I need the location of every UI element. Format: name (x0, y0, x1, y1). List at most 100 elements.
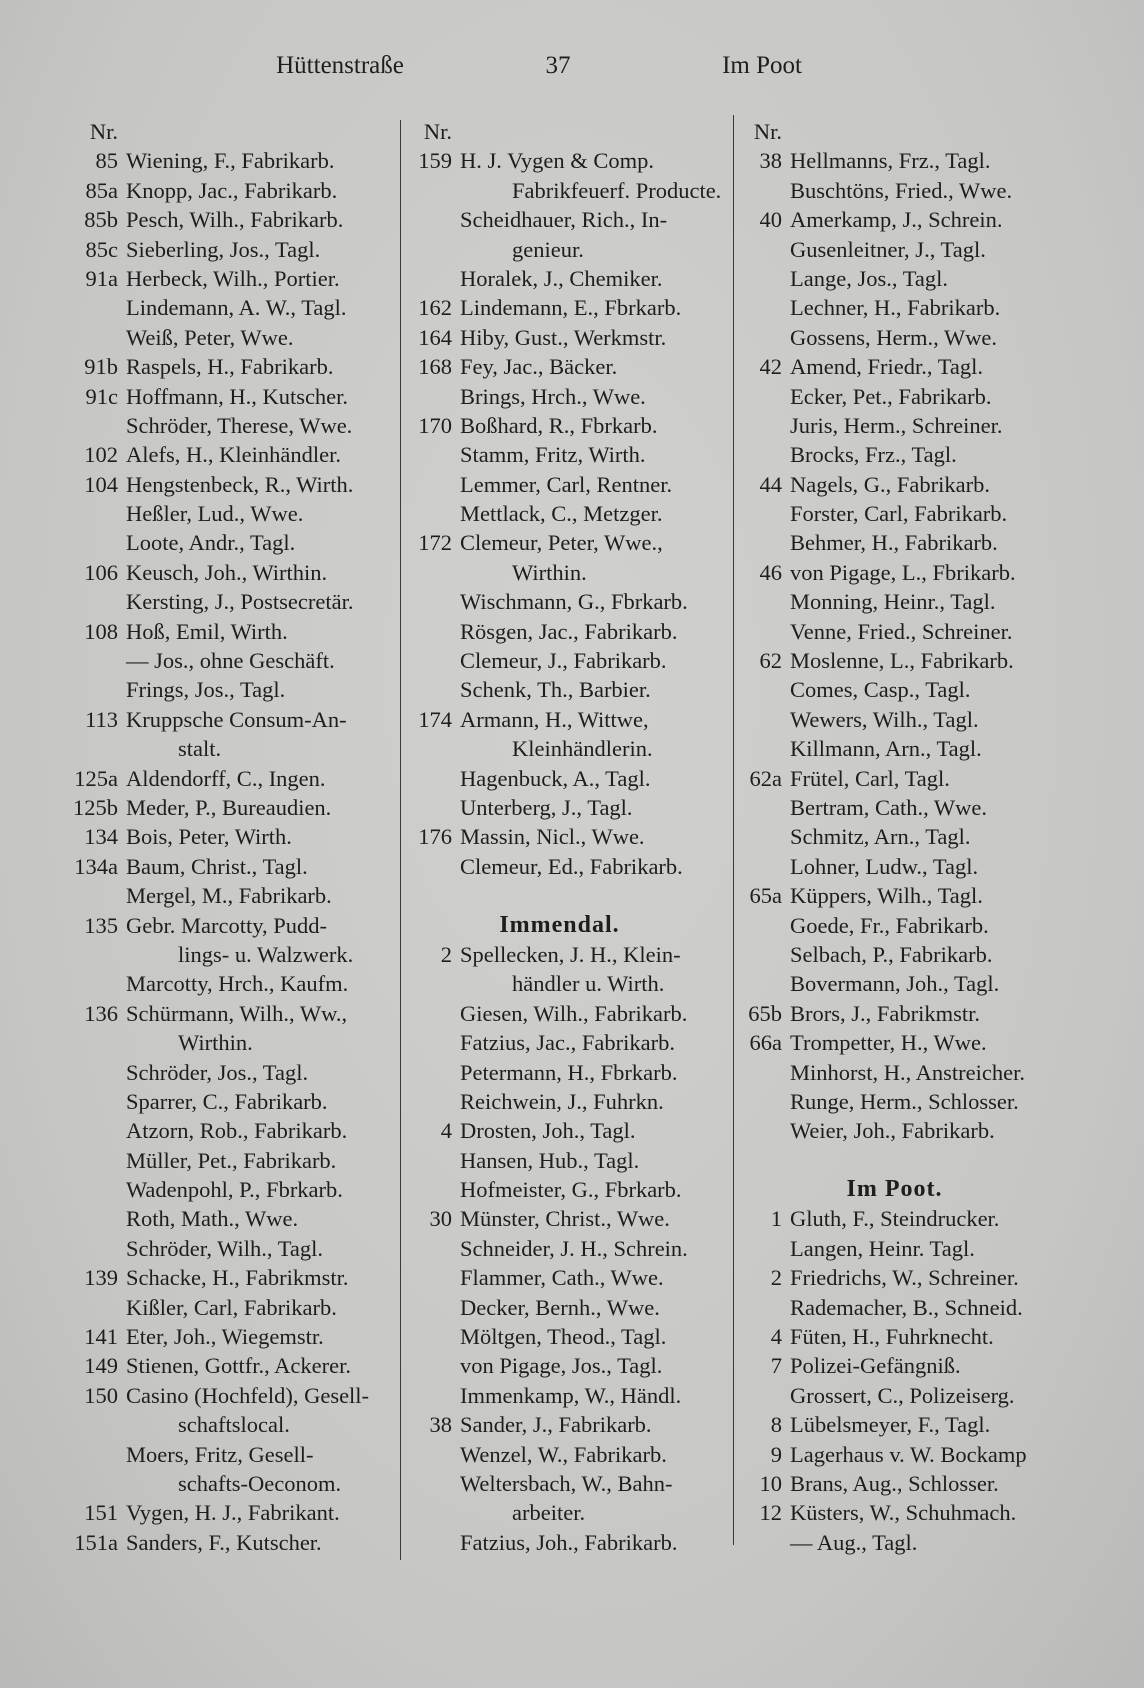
directory-entry: Comes, Casp., Tagl. (722, 675, 1067, 704)
directory-entry: Gusenleitner, J., Tagl. (722, 235, 1067, 264)
directory-entry: Behmer, H., Fabrikarb. (722, 528, 1067, 557)
resident-text: Baum, Christ., Tagl. (126, 853, 308, 879)
directory-entry: Schröder, Wilh., Tagl. (58, 1234, 398, 1263)
resident-text: H. J. Vygen & Comp. (460, 148, 654, 174)
directory-entry: 4 Drosten, Joh., Tagl. (392, 1116, 727, 1145)
resident-text: Aldendorff, C., Ingen. (126, 765, 326, 791)
resident-text: Comes, Casp., Tagl. (790, 677, 971, 703)
directory-entry: 46 von Pigage, L., Fbrikarb. (722, 558, 1067, 587)
directory-entry: stalt. (58, 734, 398, 763)
directory-entry: 106 Keusch, Joh., Wirthin. (58, 558, 398, 587)
resident-text: Füten, H., Fuhrknecht. (790, 1324, 994, 1350)
resident-text: Selbach, P., Fabrikarb. (790, 941, 993, 967)
resident-text: Sanders, F., Kutscher. (126, 1529, 322, 1555)
house-number: 7 (770, 1353, 782, 1379)
directory-entry: Lindemann, A. W., Tagl. (58, 293, 398, 322)
resident-text: Weiß, Peter, Wwe. (126, 324, 294, 350)
house-number: 174 (418, 706, 452, 732)
directory-entry: Weltersbach, W., Bahn- (392, 1469, 727, 1498)
page-number: 37 (545, 52, 571, 79)
resident-text: Nagels, G., Fabrikarb. (790, 471, 990, 497)
house-number: 9 (770, 1441, 782, 1467)
house-number: 2 (770, 1265, 782, 1291)
directory-entry: Scheidhauer, Rich., In- (392, 205, 727, 234)
resident-text: schafts-Oeconom. (178, 1470, 342, 1496)
directory-entry: 2 Spellecken, J. H., Klein- (392, 940, 727, 969)
resident-text: Gluth, F., Steindrucker. (790, 1206, 1000, 1232)
resident-text: lings- u. Walzwerk. (178, 941, 354, 967)
resident-text: Mettlack, C., Metzger. (460, 501, 663, 527)
directory-entry: — Aug., Tagl. (722, 1528, 1067, 1557)
directory-entry: 108 Hoß, Emil, Wirth. (58, 617, 398, 646)
directory-entry: 164 Hiby, Gust., Werkmstr. (392, 323, 727, 352)
house-number: 12 (759, 1500, 783, 1526)
directory-entry: 168 Fey, Jac., Bäcker. (392, 352, 727, 381)
house-number: 85c (85, 236, 119, 262)
directory-entry: Mergel, M., Fabrikarb. (58, 881, 398, 910)
resident-text: Fey, Jac., Bäcker. (460, 354, 618, 380)
directory-entry: Clemeur, Ed., Fabrikarb. (392, 852, 727, 881)
directory-entry: 151a Sanders, F., Kutscher. (58, 1528, 398, 1557)
house-number: 176 (418, 824, 452, 850)
directory-entry: Lechner, H., Fabrikarb. (722, 293, 1067, 322)
directory-entry: 139 Schacke, H., Fabrikmstr. (58, 1263, 398, 1292)
resident-text: Fabrikfeuerf. Producte. (512, 177, 722, 203)
house-number: 44 (759, 471, 783, 497)
directory-entry: 4 Füten, H., Fuhrknecht. (722, 1322, 1067, 1351)
house-number: 102 (84, 442, 118, 468)
house-number: 136 (84, 1000, 118, 1026)
resident-text: Forster, Carl, Fabrikarb. (790, 501, 1008, 527)
resident-text: Hoffmann, H., Kutscher. (126, 383, 349, 409)
directory-entry: Lemmer, Carl, Rentner. (392, 470, 727, 499)
resident-text: Scheidhauer, Rich., In- (460, 207, 668, 233)
house-number: 172 (418, 530, 452, 556)
directory-entry: Hansen, Hub., Tagl. (392, 1146, 727, 1175)
resident-text: Lindemann, A. W., Tagl. (126, 295, 347, 321)
resident-text: Clemeur, Ed., Fabrikarb. (460, 853, 683, 879)
resident-text: Grossert, C., Polizeiserg. (790, 1382, 1015, 1408)
resident-text: Schenk, Th., Barbier. (460, 677, 651, 703)
resident-text: Schneider, J. H., Schrein. (460, 1235, 688, 1261)
resident-text: Gusenleitner, J., Tagl. (790, 236, 986, 262)
house-number: 85b (84, 207, 118, 233)
resident-text: Hofmeister, G., Fbrkarb. (460, 1177, 682, 1203)
resident-text: Hellmanns, Frz., Tagl. (790, 148, 991, 174)
resident-text: Amend, Friedr., Tagl. (790, 354, 983, 380)
directory-entry: Bovermann, Joh., Tagl. (722, 969, 1067, 998)
resident-text: Hoß, Emil, Wirth. (126, 618, 288, 644)
directory-entry: Rösgen, Jac., Fabrikarb. (392, 617, 727, 646)
resident-text: Kißler, Carl, Fabrikarb. (126, 1294, 337, 1320)
resident-text: — Aug., Tagl. (790, 1529, 918, 1555)
directory-entry: 134 Bois, Peter, Wirth. (58, 822, 398, 851)
directory-entry: Bertram, Cath., Wwe. (722, 793, 1067, 822)
resident-text: Gossens, Herm., Wwe. (790, 324, 998, 350)
directory-entry: 170 Boßhard, R., Fbrkarb. (392, 411, 727, 440)
resident-text: Münster, Christ., Wwe. (460, 1206, 670, 1232)
directory-entry: Reichwein, J., Fuhrkn. (392, 1087, 727, 1116)
house-number: 125a (74, 765, 118, 791)
directory-entry: — Jos., ohne Geschäft. (58, 646, 398, 675)
directory-entry: Selbach, P., Fabrikarb. (722, 940, 1067, 969)
directory-entry: 65a Küppers, Wilh., Tagl. (722, 881, 1067, 910)
directory-entry: 85b Pesch, Wilh., Fabrikarb. (58, 205, 398, 234)
resident-text: von Pigage, L., Fbrikarb. (790, 559, 1016, 585)
directory-entry: 2 Friedrichs, W., Schreiner. (722, 1263, 1067, 1292)
directory-entry: Wirthin. (392, 558, 727, 587)
resident-text: Langen, Heinr. Tagl. (790, 1235, 975, 1261)
directory-entry: 62a Frütel, Carl, Tagl. (722, 764, 1067, 793)
resident-text: Vygen, H. J., Fabrikant. (126, 1500, 340, 1526)
directory-entry: Venne, Fried., Schreiner. (722, 617, 1067, 646)
resident-text: Schröder, Jos., Tagl. (126, 1059, 309, 1085)
directory-entry: 8 Lübelsmeyer, F., Tagl. (722, 1410, 1067, 1439)
directory-entry: 40 Amerkamp, J., Schrein. (722, 205, 1067, 234)
house-number: 151a (74, 1529, 118, 1555)
resident-text: Herbeck, Wilh., Portier. (126, 265, 340, 291)
directory-entry: 38 Hellmanns, Frz., Tagl. (722, 146, 1067, 175)
directory-entry: 65b Brors, J., Fabrikmstr. (722, 999, 1067, 1028)
directory-entry: Weiß, Peter, Wwe. (58, 323, 398, 352)
directory-entry: Clemeur, J., Fabrikarb. (392, 646, 727, 675)
resident-text: Minhorst, H., Anstreicher. (790, 1059, 1025, 1085)
house-number: 159 (418, 148, 452, 174)
directory-entry: Stamm, Fritz, Wirth. (392, 440, 727, 469)
directory-entry: Wadenpohl, P., Fbrkarb. (58, 1175, 398, 1204)
